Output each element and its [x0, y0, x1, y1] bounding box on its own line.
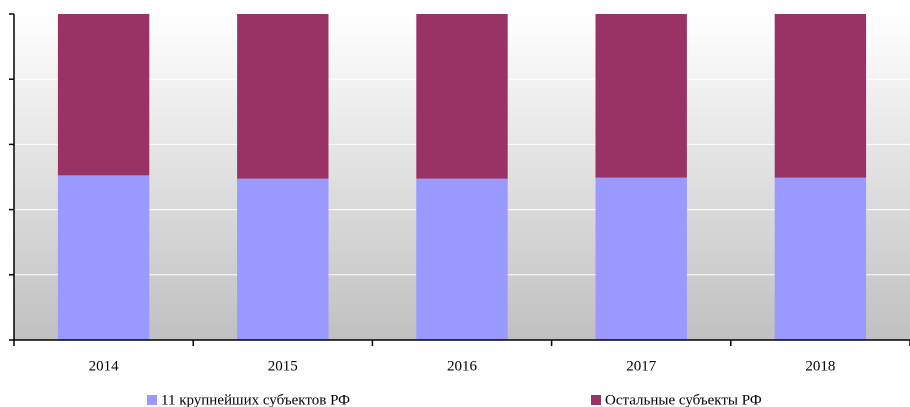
bar: [416, 14, 508, 179]
bar: [237, 178, 329, 340]
x-tick-label: 2016: [447, 358, 478, 374]
bar: [57, 175, 150, 340]
x-tick-label: 2014: [89, 358, 120, 374]
legend-label: Остальные субъекты РФ: [605, 392, 762, 407]
legend-swatch: [147, 395, 157, 405]
bar: [416, 178, 508, 340]
bar: [595, 14, 687, 178]
bar: [774, 14, 867, 178]
x-tick-label: 2015: [268, 358, 298, 374]
x-tick-label: 2018: [805, 358, 835, 374]
bar: [774, 177, 867, 340]
bar: [57, 14, 150, 176]
bar: [237, 14, 329, 179]
x-tick-label: 2017: [626, 358, 657, 374]
bar: [595, 177, 687, 340]
legend-label: 11 крупнейших субъектов РФ: [161, 392, 350, 407]
legend-swatch: [591, 395, 601, 405]
